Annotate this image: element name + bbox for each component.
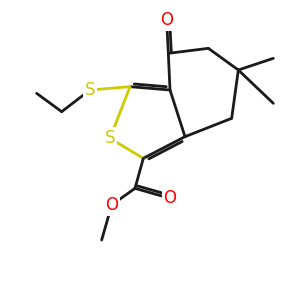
Text: O: O — [164, 189, 176, 207]
Text: O: O — [160, 11, 173, 29]
Text: O: O — [105, 196, 118, 214]
Text: S: S — [105, 129, 115, 147]
Text: S: S — [85, 81, 95, 99]
